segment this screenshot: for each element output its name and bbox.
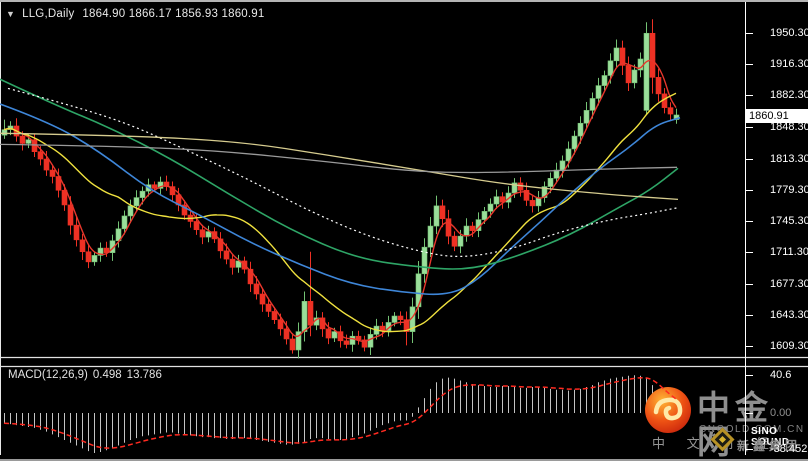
watermark-partner-text: SINO SOUND (751, 426, 790, 448)
axis-tick-label: 1779.30 (770, 183, 808, 196)
axis-tick-label: 1882.30 (770, 88, 808, 101)
axis-tick-label: 1643.30 (770, 308, 808, 321)
macd-name-label: MACD(12,26,9) (8, 369, 88, 381)
ohlc-values-label: 1864.90 1866.17 1856.93 1860.91 (82, 8, 265, 20)
cngold-logo-icon (645, 387, 691, 433)
watermark-diamond-icon (710, 427, 735, 452)
symbol-period-label: LLG,Daily (22, 8, 75, 20)
axis-tick-label: 40.6 (770, 368, 792, 381)
axis-tick-label: 1745.30 (770, 214, 808, 227)
macd-main-value: 0.498 (92, 369, 122, 381)
axis-tick-label: 1677.30 (770, 277, 808, 290)
watermark-brand-text: 中金网 (697, 389, 773, 460)
axis-tick-label: 1711.30 (770, 245, 808, 258)
axis-tick-label: 1950.30 (770, 26, 808, 39)
axis-tick-label: -38.452 (770, 442, 808, 455)
watermark-domain-text: CNGOLD.COM.CN (699, 424, 805, 435)
chevron-down-icon[interactable]: ▼ (6, 9, 16, 19)
macd-signal-value: 13.786 (126, 369, 162, 381)
watermark-group-text: 新鑫集团 (737, 439, 802, 453)
axis-tick-label: 1813.30 (770, 152, 808, 165)
chart-title: ▼ LLG,Daily 1864.90 1866.17 1856.93 1860.9… (6, 8, 264, 20)
window-frame-top (0, 0, 808, 2)
axis-tick-label: 1609.30 (770, 339, 808, 352)
watermark-tagline-text: 中 文 财 经 (652, 436, 778, 451)
axis-tick-label: 1916.30 (770, 57, 808, 70)
current-price-badge: 1860.91 (746, 109, 808, 123)
window-frame-bottom (0, 459, 808, 461)
macd-indicator-label: MACD(12,26,9) 0.498 13.786 (8, 369, 167, 381)
axis-tick-label: 0.00 (770, 406, 792, 419)
